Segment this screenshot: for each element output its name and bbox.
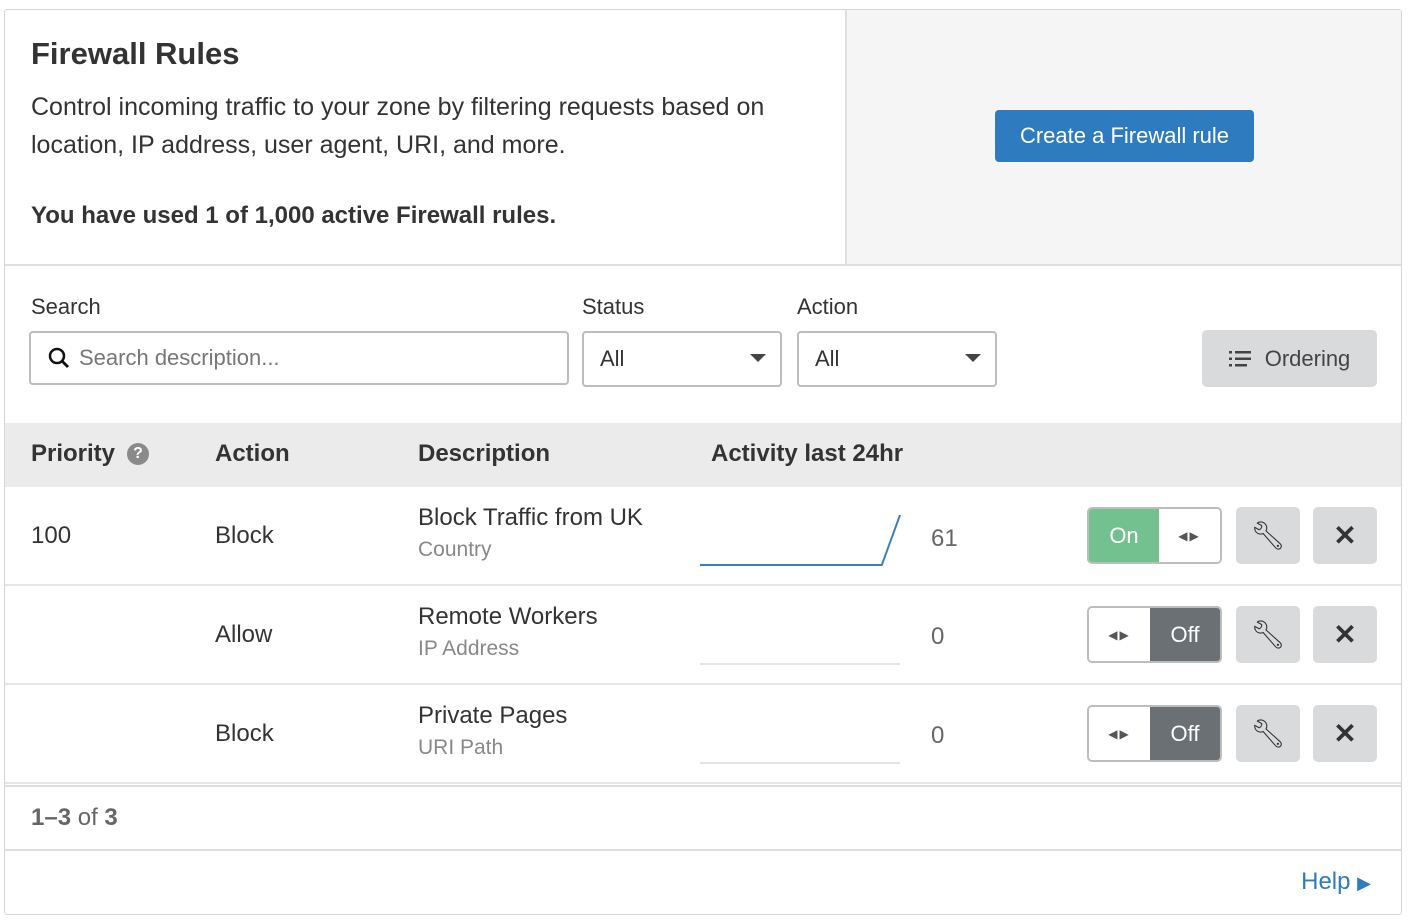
delete-rule-button[interactable]: ✕ bbox=[1313, 705, 1377, 762]
status-label: Status bbox=[582, 294, 645, 319]
firewall-rules-card: Firewall Rules Control incoming traffic … bbox=[4, 9, 1402, 915]
toggle-off-label: Off bbox=[1150, 707, 1220, 760]
rule-name: Block Traffic from UK bbox=[418, 504, 643, 531]
table-row: Allow Remote Workers IP Address 0 ◀▶ Off 🔧… bbox=[5, 586, 1401, 685]
rule-action: Block bbox=[215, 720, 274, 747]
sparkline-line bbox=[700, 514, 901, 566]
status-value: All bbox=[600, 346, 625, 371]
rule-action: Allow bbox=[215, 621, 273, 648]
close-icon: ✕ bbox=[1333, 718, 1357, 749]
toggle-handle-icon: ◀▶ bbox=[1159, 509, 1220, 562]
column-priority[interactable]: Priority? bbox=[31, 440, 150, 468]
pagination: 1–3 of 3 bbox=[5, 785, 1401, 851]
rule-name: Private Pages bbox=[418, 702, 568, 729]
column-priority-label: Priority bbox=[31, 440, 116, 467]
page-description: Control incoming traffic to your zone by… bbox=[31, 93, 765, 159]
activity-sparkline bbox=[700, 663, 900, 665]
activity-sparkline bbox=[700, 514, 901, 566]
rule-action: Block bbox=[215, 522, 274, 549]
help-icon[interactable]: ? bbox=[127, 443, 150, 465]
list-icon bbox=[1228, 350, 1251, 366]
ordering-label: Ordering bbox=[1264, 345, 1351, 371]
status-toggle[interactable]: On ◀▶ bbox=[1087, 507, 1222, 564]
wrench-icon: 🔧︎ bbox=[1250, 619, 1286, 650]
rule-type: IP Address bbox=[418, 637, 520, 660]
status-select[interactable]: All bbox=[582, 331, 782, 387]
action-value: All bbox=[815, 346, 840, 371]
table-row: 100 Block Block Traffic from UK Country 6… bbox=[5, 487, 1401, 586]
header-info: Firewall Rules Control incoming traffic … bbox=[5, 10, 845, 264]
close-icon: ✕ bbox=[1333, 520, 1357, 551]
table-header: Priority? Action Description Activity la… bbox=[5, 423, 1401, 487]
rule-type: URI Path bbox=[418, 736, 504, 759]
status-toggle[interactable]: ◀▶ Off bbox=[1087, 606, 1222, 663]
ordering-button[interactable]: Ordering bbox=[1202, 330, 1377, 387]
toggle-handle-icon: ◀▶ bbox=[1089, 707, 1150, 760]
rule-description: Private Pages URI Path bbox=[418, 702, 567, 760]
create-rule-button[interactable]: Create a Firewall rule bbox=[995, 110, 1254, 162]
toggle-on-label: On bbox=[1089, 509, 1159, 562]
wrench-icon: 🔧︎ bbox=[1250, 520, 1286, 551]
chevron-down-icon bbox=[965, 354, 981, 362]
rule-name: Remote Workers bbox=[418, 603, 598, 630]
column-description: Description bbox=[418, 440, 551, 467]
rule-description: Remote Workers IP Address bbox=[418, 603, 598, 661]
status-toggle[interactable]: ◀▶ Off bbox=[1087, 705, 1222, 762]
search-input[interactable]: Search description... bbox=[29, 331, 569, 385]
rule-description: Block Traffic from UK Country bbox=[418, 504, 643, 562]
search-label: Search bbox=[31, 294, 101, 319]
search-placeholder: Search description... bbox=[79, 345, 280, 370]
column-activity: Activity last 24hr bbox=[711, 440, 904, 467]
activity-count: 61 bbox=[931, 525, 958, 552]
pagination-range: 1–3 bbox=[31, 804, 72, 831]
toggle-off-label: Off bbox=[1150, 608, 1220, 661]
help-link[interactable]: Help ▶ bbox=[1301, 868, 1371, 896]
pagination-of: of bbox=[77, 804, 98, 831]
close-icon: ✕ bbox=[1333, 619, 1357, 650]
edit-rule-button[interactable]: 🔧︎ bbox=[1236, 705, 1300, 762]
caret-right-icon: ▶ bbox=[1357, 873, 1371, 893]
rule-priority: 100 bbox=[31, 522, 72, 549]
pagination-total: 3 bbox=[104, 804, 118, 831]
action-label: Action bbox=[797, 294, 859, 319]
search-icon bbox=[48, 347, 69, 368]
page-title: Firewall Rules bbox=[31, 36, 240, 71]
activity-sparkline bbox=[700, 762, 900, 764]
delete-rule-button[interactable]: ✕ bbox=[1313, 507, 1377, 564]
activity-count: 0 bbox=[931, 623, 945, 650]
usage-text: You have used 1 of 1,000 active Firewall… bbox=[31, 202, 557, 229]
help-label: Help bbox=[1301, 868, 1351, 895]
toggle-handle-icon: ◀▶ bbox=[1089, 608, 1150, 661]
delete-rule-button[interactable]: ✕ bbox=[1313, 606, 1377, 663]
edit-rule-button[interactable]: 🔧︎ bbox=[1236, 606, 1300, 663]
header-section: Firewall Rules Control incoming traffic … bbox=[5, 10, 1401, 266]
header-actions: Create a Firewall rule bbox=[845, 10, 1401, 264]
wrench-icon: 🔧︎ bbox=[1250, 718, 1286, 749]
chevron-down-icon bbox=[750, 354, 766, 362]
action-select[interactable]: All bbox=[797, 331, 997, 387]
rule-type: Country bbox=[418, 538, 492, 561]
column-action: Action bbox=[215, 440, 290, 467]
activity-count: 0 bbox=[931, 722, 945, 749]
table-row: Block Private Pages URI Path 0 ◀▶ Off 🔧︎ ✕ bbox=[5, 685, 1401, 784]
edit-rule-button[interactable]: 🔧︎ bbox=[1236, 507, 1300, 564]
